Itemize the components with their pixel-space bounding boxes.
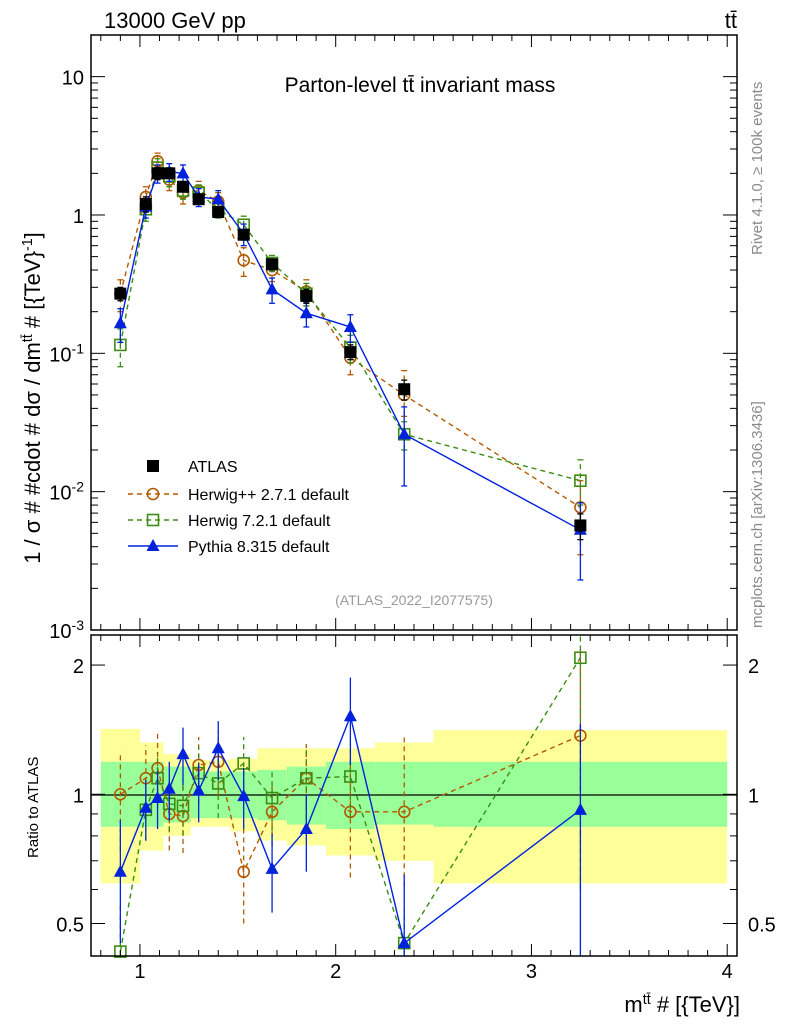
data-point xyxy=(574,651,587,665)
data-point xyxy=(114,287,127,300)
data-point xyxy=(237,865,250,879)
legend-label: Pythia 8.315 default xyxy=(188,539,330,556)
data-point xyxy=(265,791,279,805)
data-point xyxy=(176,799,190,813)
y-tick-label: 10-1 xyxy=(49,340,84,366)
data-point xyxy=(300,771,313,785)
y-axis-label-ratio: Ratio to ATLAS xyxy=(25,757,42,858)
data-point xyxy=(343,319,357,332)
x-tick-label: 1 xyxy=(134,961,145,983)
data-point xyxy=(265,861,279,874)
legend-label: Herwig 7.2.1 default xyxy=(188,513,331,530)
data-point xyxy=(163,167,176,180)
analysis-id: (ATLAS_2022_I2077575) xyxy=(335,592,493,608)
y-tick-label: 10-2 xyxy=(49,479,84,505)
data-point xyxy=(237,228,250,241)
x-tick-label: 4 xyxy=(722,961,733,983)
process-label: tt̄ xyxy=(725,8,737,33)
data-point xyxy=(151,791,165,804)
y-tick-label: 1 xyxy=(73,206,84,228)
data-point xyxy=(162,781,176,794)
data-point xyxy=(574,519,587,532)
data-point xyxy=(397,427,411,440)
data-point xyxy=(151,167,164,180)
data-point xyxy=(176,166,190,179)
data-point xyxy=(114,787,127,801)
data-point xyxy=(146,539,160,551)
y-tick-label: 10-3 xyxy=(49,617,84,643)
chart-title: Parton-level tt̄ invariant mass xyxy=(285,74,556,97)
data-point xyxy=(113,864,127,877)
legend: ATLAS Herwig++ 2.7.1 default Herwig 7.2.1 … xyxy=(128,459,350,556)
x-tick-label: 3 xyxy=(526,961,537,983)
main-panel: 10 1 10-1 10-2 10-3 Parton-level tt̄ invaria… xyxy=(49,34,738,643)
data-point xyxy=(266,258,279,271)
data-point xyxy=(397,936,411,949)
data-point xyxy=(146,487,160,501)
data-point xyxy=(192,783,206,796)
ratio-bands xyxy=(100,728,728,884)
data-point xyxy=(192,193,205,206)
data-point xyxy=(237,789,251,802)
data-point xyxy=(212,206,225,219)
ratio-panel: 1 2 3 4 2 2 1 1 0.5 0.5 xyxy=(56,634,776,983)
data-point xyxy=(139,198,152,211)
y-tick-label: 1 xyxy=(748,785,759,807)
main-ticks: 10 1 10-1 10-2 10-3 xyxy=(49,34,737,643)
ratio-series-pythia-8-315-default xyxy=(113,677,587,956)
legend-item: ATLAS xyxy=(147,459,238,476)
legend-item: Pythia 8.315 default xyxy=(128,539,330,556)
data-point xyxy=(574,474,587,488)
mcplots-label: mcplots.cern.ch [arXiv:1306.3436] xyxy=(749,401,766,628)
data-point xyxy=(343,709,357,722)
series-atlas xyxy=(114,166,587,541)
energy-label: 13000 GeV pp xyxy=(104,8,246,33)
data-point xyxy=(146,513,160,527)
x-tick-label: 2 xyxy=(330,961,341,983)
y-tick-label: 2 xyxy=(748,656,759,678)
y-tick-label: 0.5 xyxy=(56,914,84,936)
legend-label: ATLAS xyxy=(188,459,238,476)
data-point xyxy=(211,192,225,205)
data-point xyxy=(397,805,411,819)
data-point xyxy=(344,770,357,783)
legend-item: Herwig++ 2.7.1 default xyxy=(128,487,350,504)
rivet-label: Rivet 4.1.0, ≥ 100k events xyxy=(749,82,766,255)
ratio-ticks: 1 2 3 4 2 2 1 1 0.5 0.5 xyxy=(56,635,776,983)
y-tick-label: 1 xyxy=(73,785,84,807)
data-point xyxy=(139,800,153,813)
y-axis-label-main: 1 / σ # #cdot # dσ / dmtt̄ # [{TeV}-1] xyxy=(20,232,45,564)
data-point xyxy=(299,306,313,319)
legend-label: Herwig++ 2.7.1 default xyxy=(188,487,350,504)
data-point xyxy=(114,945,127,958)
legend-item: Herwig 7.2.1 default xyxy=(128,513,331,530)
ratio-curves xyxy=(113,635,587,958)
data-point xyxy=(147,460,159,472)
data-point xyxy=(398,383,411,396)
main-curves xyxy=(113,152,587,581)
data-point xyxy=(344,346,357,359)
data-point xyxy=(299,822,313,835)
y-tick-label: 10 xyxy=(62,68,84,90)
data-point xyxy=(211,741,225,754)
main-frame xyxy=(90,34,738,631)
ratio-frame xyxy=(90,634,738,957)
x-axis-label: mtt̄ # [{TeV}] xyxy=(624,992,740,1017)
data-point xyxy=(113,316,127,329)
y-tick-label: 0.5 xyxy=(748,914,776,936)
data-point xyxy=(176,809,190,823)
data-point xyxy=(265,282,279,295)
data-point xyxy=(176,747,190,760)
y-tick-label: 2 xyxy=(73,656,84,678)
data-point xyxy=(573,802,587,815)
data-point xyxy=(237,254,250,267)
data-point xyxy=(300,289,313,302)
data-point xyxy=(177,180,190,193)
